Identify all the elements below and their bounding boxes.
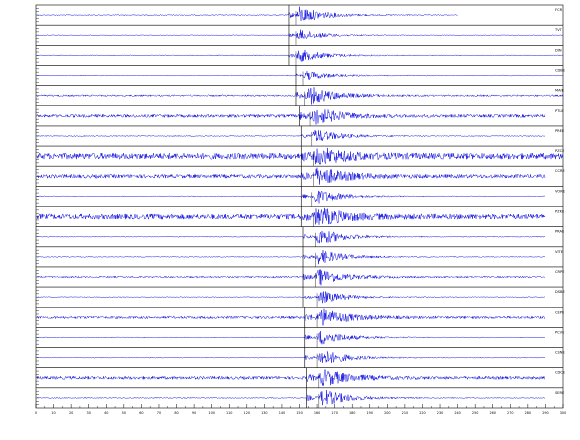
- x-tick-label: 30: [87, 411, 91, 415]
- x-tick-label: 150: [296, 411, 302, 415]
- trace-panel: DIN: [36, 44, 564, 66]
- waveform-trace: [36, 269, 546, 286]
- waveform-trace: [36, 87, 564, 105]
- station-label: FCR: [555, 8, 563, 12]
- x-tick-label: 40: [104, 411, 108, 415]
- x-tick-label: 270: [507, 411, 513, 415]
- station-label: PZKE: [555, 210, 565, 214]
- waveform-trace: [36, 190, 546, 204]
- trace-panel: MAIE: [36, 85, 565, 106]
- x-tick-label: 230: [437, 411, 443, 415]
- trace-panel: CDBE: [36, 65, 566, 86]
- waveform-trace: [36, 351, 546, 363]
- trace-panel: CCRE: [36, 165, 566, 187]
- waveform-trace: [36, 308, 546, 327]
- trace-panel: VORE: [36, 186, 566, 207]
- waveform-trace: [36, 147, 564, 165]
- waveform-trace: [36, 331, 546, 345]
- waveform-trace: [36, 49, 564, 62]
- trace-panel: FCR: [36, 5, 563, 26]
- station-label: SERE: [555, 391, 565, 395]
- x-tick-label: 200: [384, 411, 390, 415]
- station-label: PTLE: [555, 109, 564, 113]
- trace-panel: PRAE: [36, 226, 565, 247]
- trace-panel: SERE: [36, 387, 565, 408]
- station-label: CDCE: [555, 371, 566, 375]
- x-tick-label: 70: [157, 411, 161, 415]
- waveform-trace: [36, 390, 546, 406]
- station-label: TVT: [554, 28, 563, 32]
- waveform-trace: [36, 167, 546, 185]
- x-axis: [35, 404, 564, 408]
- waveform-trace: [36, 291, 546, 304]
- x-tick-label: 290: [542, 411, 548, 415]
- waveform-trace: [36, 6, 458, 21]
- trace-panel: PCVE: [36, 327, 565, 348]
- x-tick-label: 100: [208, 411, 214, 415]
- waveform-trace: [36, 230, 546, 244]
- x-tick-label: 50: [122, 411, 126, 415]
- waveform-trace: [36, 368, 546, 386]
- trace-panel: PTLE: [36, 105, 564, 126]
- trace-panel: PZKE: [36, 206, 565, 227]
- x-tick-label: 170: [331, 411, 337, 415]
- station-label: PREE: [555, 129, 565, 133]
- x-tick-label: 120: [244, 411, 250, 415]
- x-tick-label: 110: [226, 411, 232, 415]
- x-tick-labels: 0 10 20 30 40 50 60 70 80 90 100 110 120 130 140 150 160…: [35, 411, 566, 415]
- x-tick-label: 260: [489, 411, 495, 415]
- station-label: CCRE: [555, 169, 566, 173]
- trace-panel: TVT: [36, 24, 564, 46]
- trace-panel: CDCE: [36, 367, 566, 388]
- x-tick-label: 250: [472, 411, 478, 415]
- station-label: CSNE: [555, 351, 565, 355]
- x-tick-label: 210: [402, 411, 408, 415]
- waveform-trace: [36, 207, 546, 225]
- x-tick-label: 300: [560, 411, 566, 415]
- x-tick-label: 10: [51, 411, 55, 415]
- waveform-trace: [36, 129, 546, 141]
- station-label: PCVE: [555, 330, 565, 334]
- x-tick-label: 160: [314, 411, 320, 415]
- trace-panel: VITE: [36, 246, 564, 267]
- trace-panel: CRPE: [36, 266, 565, 288]
- station-label: CEPE: [555, 310, 565, 314]
- x-tick-label: 280: [525, 411, 531, 415]
- station-label: CDBE: [555, 68, 566, 72]
- station-label: PZCE: [555, 149, 565, 153]
- station-label: VORE: [555, 189, 566, 193]
- x-tick-label: 140: [279, 411, 285, 415]
- waveform-trace: [36, 29, 564, 40]
- trace-panel: PZCE: [36, 145, 565, 167]
- x-tick-label: 220: [419, 411, 425, 415]
- x-tick-label: 80: [174, 411, 178, 415]
- x-tick-label: 60: [139, 411, 143, 415]
- station-label: VITE: [555, 250, 564, 254]
- x-tick-label: 130: [261, 411, 267, 415]
- station-label: DIN: [555, 48, 562, 52]
- x-tick-label: 190: [367, 411, 373, 415]
- x-tick-label: 20: [69, 411, 73, 415]
- station-label: PRAE: [555, 230, 565, 234]
- x-tick-label: 180: [349, 411, 355, 415]
- waveform-trace: [36, 109, 546, 125]
- trace-panel: DSBE: [36, 286, 566, 308]
- station-label: MAIE: [555, 89, 565, 93]
- x-tick-label: 0: [35, 411, 37, 415]
- trace-panels: FCR TVT DIN CDBE MAIE PTLE PREE PZCE CCRE VORE PZK…: [36, 5, 566, 408]
- trace-panel: PREE: [36, 125, 565, 147]
- waveform-trace: [36, 250, 546, 265]
- trace-panel: CEPE: [36, 306, 565, 328]
- waveform-trace: [36, 71, 564, 81]
- x-tick-label: 90: [192, 411, 196, 415]
- station-label: DSBE: [555, 290, 566, 294]
- trace-panel: CSNE: [36, 347, 565, 368]
- station-label: CRPE: [555, 270, 565, 274]
- x-tick-label: 240: [454, 411, 460, 415]
